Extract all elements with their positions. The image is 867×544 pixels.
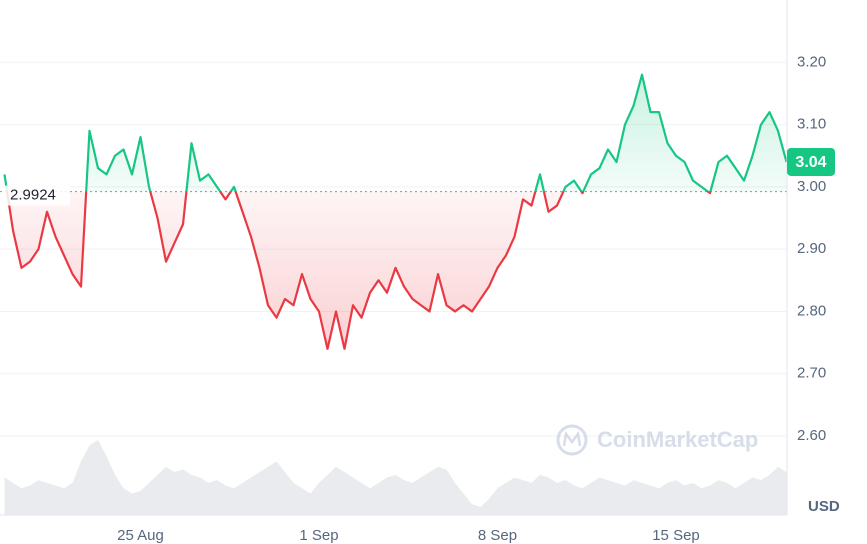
watermark: CoinMarketCap: [556, 424, 758, 456]
baseline-label: 2.9924: [10, 187, 56, 204]
current-price: 3.04: [795, 154, 826, 171]
watermark-logo: [556, 424, 588, 456]
price-line: [3, 73, 788, 350]
labels: 2.60 2.70 2.80 2.90 3.00 3.10 3.20 25 Aug 1 Sep 8…: [4, 53, 835, 544]
y-tick-label: 3.10: [797, 116, 826, 133]
price-layer: [0, 73, 788, 350]
x-tick-label: 15 Sep: [652, 527, 700, 544]
baseline-label-bg: [4, 185, 70, 206]
volume-layer: [4, 440, 787, 515]
watermark-text: CoinMarketCap: [597, 427, 758, 452]
y-tick-label: 3.00: [797, 178, 826, 195]
y-unit: USD: [808, 498, 840, 515]
current-price-tag: [787, 147, 835, 176]
y-tick-label: 2.70: [797, 365, 826, 382]
y-tick-label: 2.80: [797, 302, 826, 319]
y-tick-label: 2.60: [797, 427, 826, 444]
x-tick-label: 25 Aug: [117, 527, 164, 544]
price-area: [4, 74, 787, 349]
watermark-logo-mark: [562, 430, 582, 447]
y-tick-label: 2.90: [797, 240, 826, 257]
volume-area: [4, 440, 787, 515]
y-tick-label: 3.20: [797, 53, 826, 70]
x-tick-label: 1 Sep: [299, 527, 338, 544]
x-tick-label: 8 Sep: [478, 527, 517, 544]
